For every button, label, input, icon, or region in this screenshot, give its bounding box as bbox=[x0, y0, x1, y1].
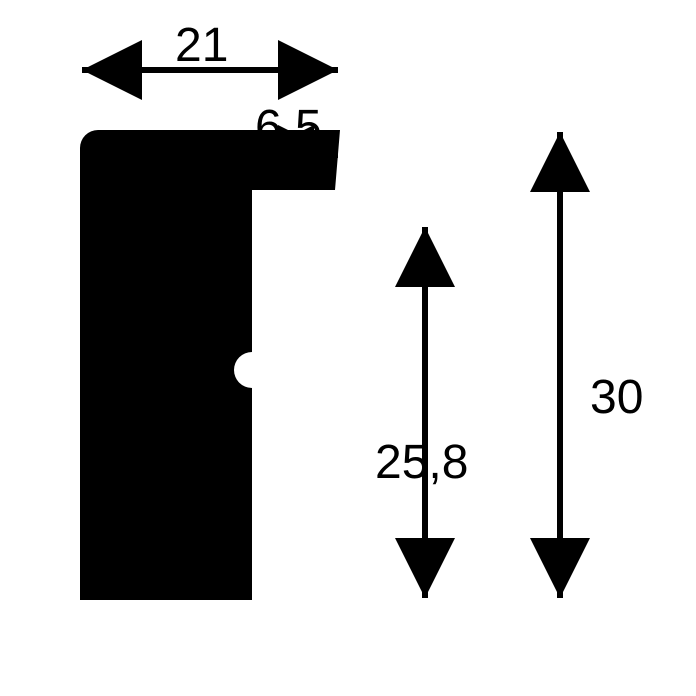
label-height-inner: 25,8 bbox=[375, 435, 468, 490]
label-width-rabbet: 6,5 bbox=[255, 100, 322, 155]
profile-shape bbox=[80, 130, 340, 600]
label-width-top: 21 bbox=[175, 18, 228, 73]
label-height-total: 30 bbox=[590, 370, 643, 425]
profile-diagram bbox=[0, 0, 696, 696]
